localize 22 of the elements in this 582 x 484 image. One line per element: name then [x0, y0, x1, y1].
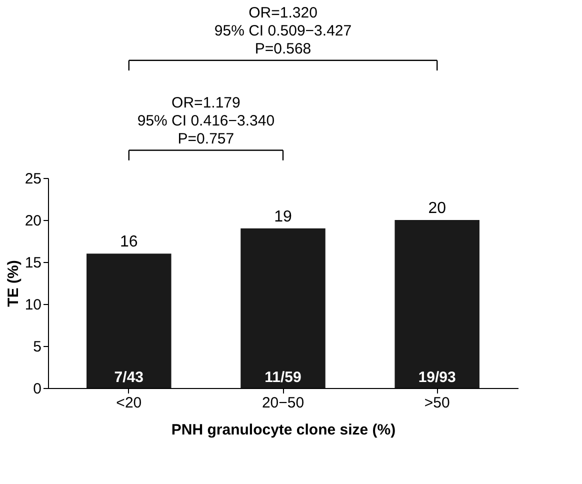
y-tick-label: 25: [24, 170, 42, 188]
y-tick-label: 10: [24, 296, 42, 314]
annotation: 19/93: [418, 369, 456, 386]
y-tick-label: 15: [24, 254, 42, 272]
x-axis-title: PNH granulocyte clone size (%): [171, 422, 396, 438]
annotation: 11/59: [264, 369, 302, 386]
y-tick-label: 20: [24, 212, 42, 230]
bar: [240, 228, 326, 388]
annotation: 7/43: [114, 369, 144, 386]
text: OR=1.179 95% CI 0.416−3.340 P=0.757: [137, 94, 275, 148]
x-tick-label: 20−50: [262, 394, 304, 412]
y-tick-label: 0: [33, 380, 42, 398]
data-label: 19: [274, 208, 292, 226]
data-label: 16: [120, 234, 138, 251]
x-tick-label: >50: [424, 394, 450, 412]
text: OR=1.320 95% CI 0.509−3.427 P=0.568: [214, 4, 352, 58]
y-tick-label: 5: [33, 338, 42, 356]
y-axis-title: TE (%): [4, 260, 22, 307]
bar: [86, 254, 172, 388]
bar: [394, 220, 480, 388]
x-tick-label: <20: [116, 394, 142, 412]
data-label: 20: [428, 200, 446, 217]
